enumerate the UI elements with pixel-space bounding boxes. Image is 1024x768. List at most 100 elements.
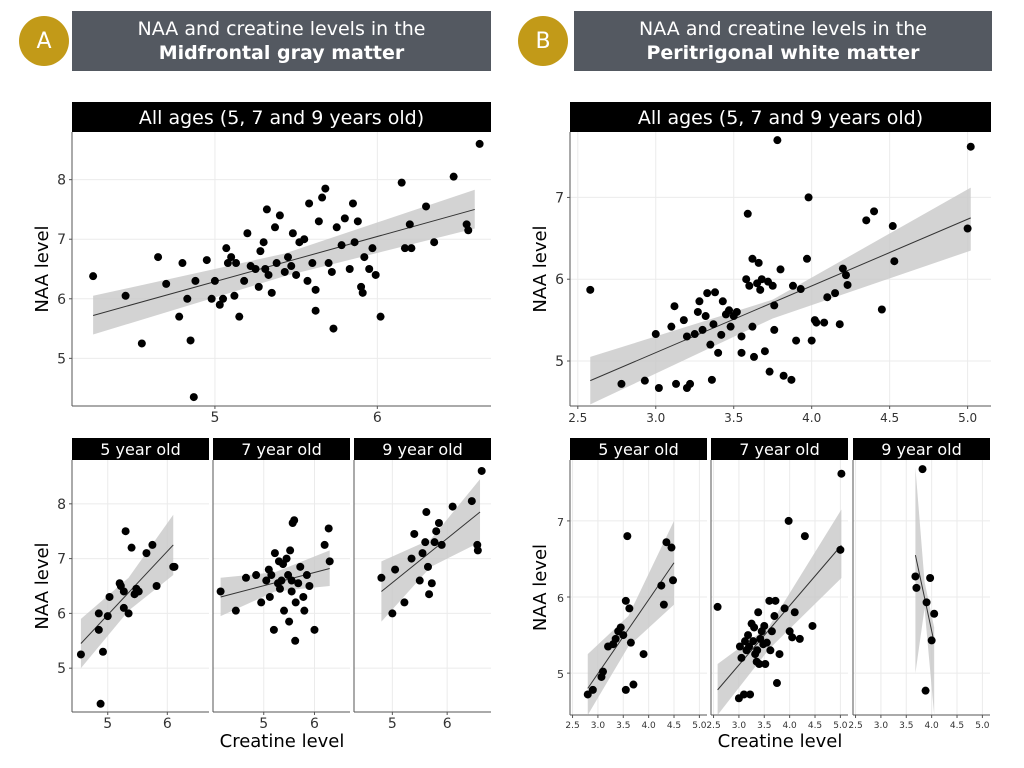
- x-tick-label: 4.0: [924, 721, 939, 731]
- y-tick-label: 5: [57, 351, 66, 367]
- data-point: [232, 259, 241, 268]
- data-point: [448, 502, 457, 511]
- data-point: [305, 199, 314, 208]
- data-point: [407, 244, 416, 253]
- x-tick-label: 5: [210, 410, 219, 426]
- data-point: [756, 285, 765, 294]
- y-tick-label: 6: [57, 292, 66, 308]
- data-point: [76, 650, 85, 659]
- chart-panel-b-all: All ages (5, 7 and 9 years old) 2.5 3.0 3.5…: [530, 102, 991, 425]
- data-point: [583, 690, 592, 699]
- data-point: [771, 596, 780, 605]
- regression-line: [590, 217, 971, 382]
- data-point: [178, 259, 187, 268]
- data-point: [348, 199, 357, 208]
- data-point: [739, 690, 748, 699]
- data-point: [300, 235, 309, 244]
- data-point: [294, 579, 303, 588]
- data-point: [735, 642, 744, 651]
- data-point: [222, 244, 231, 253]
- data-point: [152, 582, 161, 590]
- confidence-band: [717, 509, 842, 715]
- data-point: [749, 637, 758, 646]
- data-point: [796, 285, 805, 294]
- data-point: [287, 587, 296, 596]
- data-point: [966, 142, 975, 151]
- data-point: [617, 379, 626, 388]
- data-point: [449, 172, 458, 181]
- data-point: [912, 583, 921, 592]
- data-point: [611, 634, 620, 643]
- x-tick-label: 3.5: [724, 411, 743, 425]
- data-point: [216, 587, 225, 596]
- data-point: [732, 307, 741, 316]
- x-tick-label: 6: [163, 716, 172, 732]
- data-point: [337, 241, 346, 250]
- data-point: [762, 638, 771, 647]
- data-point: [422, 202, 431, 211]
- data-point: [340, 214, 349, 223]
- data-point: [437, 540, 446, 549]
- strip-b-7: [711, 438, 848, 460]
- strip-a-5: [72, 438, 209, 460]
- x-tick-label: 5.0: [692, 721, 707, 731]
- chart-panel-b-9: 9 year old 2.5 3.0 3.5 4.0 4.5 5.0: [848, 438, 990, 731]
- x-axis-title-a: Creatine level: [220, 731, 345, 752]
- strip-title: 9 year old: [881, 440, 961, 459]
- y-axis-title: NAA level: [32, 225, 53, 312]
- data-point: [753, 646, 762, 655]
- data-point: [888, 222, 897, 231]
- data-point: [318, 193, 327, 202]
- data-point: [779, 371, 788, 380]
- data-point: [623, 532, 632, 541]
- data-point: [743, 209, 752, 218]
- confidence-band: [915, 467, 935, 715]
- strip-a-7: [213, 438, 350, 460]
- data-point: [98, 647, 107, 656]
- data-point: [303, 276, 312, 285]
- data-point: [823, 293, 832, 302]
- data-point: [749, 352, 758, 361]
- data-point: [96, 699, 105, 708]
- data-point: [921, 686, 930, 695]
- x-axis-title-b: Creatine level: [718, 731, 843, 752]
- data-point: [890, 257, 899, 266]
- data-point: [256, 247, 265, 256]
- data-point: [788, 633, 797, 642]
- x-tick-label: 5.0: [958, 411, 977, 425]
- data-point: [744, 631, 753, 640]
- data-point: [427, 579, 436, 588]
- data-point: [659, 600, 668, 609]
- data-point: [243, 229, 252, 238]
- data-point: [241, 573, 250, 582]
- strip-title: All ages (5, 7 and 9 years old): [638, 107, 923, 129]
- data-point: [767, 627, 776, 636]
- y-tick-label: 7: [57, 552, 66, 568]
- data-point: [345, 265, 354, 273]
- data-point: [324, 524, 333, 533]
- data-point: [927, 636, 936, 645]
- regression-line: [381, 511, 481, 592]
- data-point: [725, 306, 734, 315]
- data-point: [321, 184, 330, 193]
- data-point: [667, 322, 676, 331]
- data-point: [695, 297, 704, 306]
- data-point: [231, 606, 240, 615]
- x-tick-label: 3.5: [899, 721, 913, 731]
- panel-b-title-line2: Peritrigonal white matter: [646, 42, 920, 64]
- data-point: [800, 532, 809, 541]
- data-point: [305, 582, 314, 590]
- y-tick-label: 6: [555, 272, 564, 288]
- data-point: [430, 538, 439, 547]
- data-point: [262, 205, 271, 214]
- data-point: [137, 339, 146, 348]
- data-point: [121, 291, 130, 300]
- data-point: [291, 598, 300, 607]
- data-point: [770, 325, 779, 334]
- data-point: [737, 332, 746, 341]
- data-point: [785, 627, 794, 636]
- x-tick-label: 3.0: [732, 721, 747, 731]
- panel-a-badge: A: [19, 16, 69, 66]
- panel-a-title-line2: Midfrontal gray matter: [158, 42, 405, 64]
